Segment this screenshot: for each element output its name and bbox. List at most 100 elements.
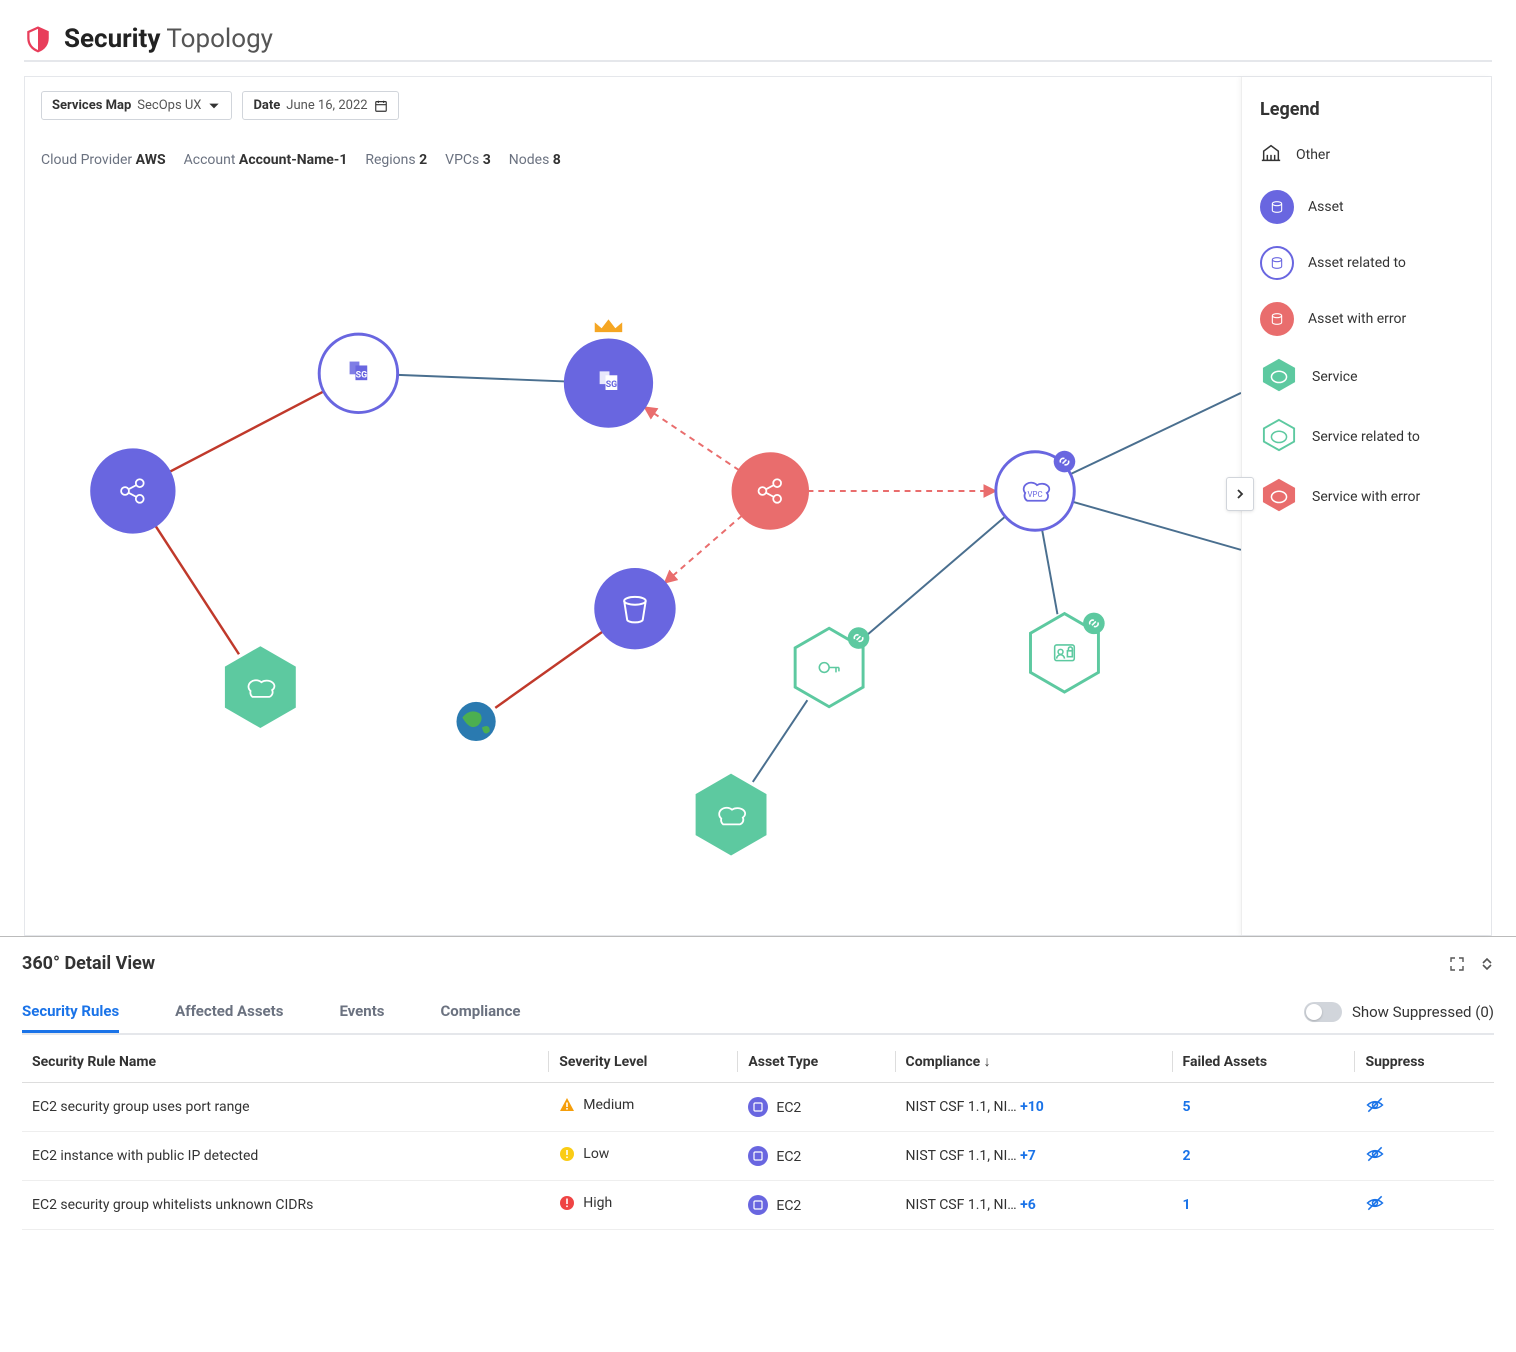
graph-node-hex4[interactable] bbox=[697, 775, 765, 853]
services-map-selector[interactable]: Services Map SecOps UX bbox=[41, 91, 232, 120]
legend-label: Service with error bbox=[1312, 489, 1420, 505]
legend-item: Other bbox=[1260, 142, 1473, 168]
suppress-icon[interactable] bbox=[1365, 1201, 1385, 1217]
legend-item: Asset bbox=[1260, 190, 1473, 224]
graph-node-bucket[interactable] bbox=[596, 569, 674, 647]
severity-low-icon bbox=[559, 1146, 575, 1162]
cell-rule-name: EC2 instance with public IP detected bbox=[22, 1132, 549, 1181]
cell-rule-name: EC2 security group uses port range bbox=[22, 1083, 549, 1132]
table-row[interactable]: EC2 security group uses port range Mediu… bbox=[22, 1083, 1494, 1132]
tab-compliance[interactable]: Compliance bbox=[440, 992, 520, 1033]
graph-node-hex1[interactable] bbox=[226, 648, 294, 726]
graph-edge bbox=[495, 631, 603, 707]
tab-security-rules[interactable]: Security Rules bbox=[22, 992, 119, 1033]
topology-graph[interactable]: SG SG VPC bbox=[25, 187, 1241, 913]
svg-text:SG: SG bbox=[356, 370, 367, 380]
graph-edge bbox=[1042, 530, 1057, 615]
legend-item: Asset related to bbox=[1260, 246, 1473, 280]
cell-severity: Low bbox=[549, 1132, 738, 1181]
tab-affected-assets[interactable]: Affected Assets bbox=[175, 992, 283, 1033]
detail-title: 360° Detail View bbox=[22, 953, 155, 974]
cell-failed-assets[interactable]: 2 bbox=[1173, 1132, 1356, 1181]
legend-item: Service with error bbox=[1260, 478, 1473, 516]
graph-node-sg1[interactable]: SG bbox=[319, 334, 397, 412]
legend-glyph-icon bbox=[1260, 302, 1294, 336]
suppress-icon[interactable] bbox=[1365, 1103, 1385, 1119]
legend-label: Asset with error bbox=[1308, 311, 1406, 327]
graph-node-globe[interactable] bbox=[456, 702, 495, 741]
asset-badge-icon bbox=[748, 1195, 768, 1215]
col-header[interactable]: Asset Type bbox=[738, 1041, 895, 1083]
show-suppressed-toggle[interactable] bbox=[1304, 1002, 1342, 1022]
cell-severity: Medium bbox=[549, 1083, 738, 1132]
col-header[interactable]: Failed Assets bbox=[1173, 1041, 1356, 1083]
graph-edge bbox=[169, 391, 323, 471]
cell-suppress[interactable] bbox=[1355, 1083, 1494, 1132]
legend-glyph-icon bbox=[1260, 358, 1298, 396]
chevron-right-icon bbox=[1234, 488, 1246, 500]
cell-asset-type: EC2 bbox=[738, 1181, 895, 1230]
detail-panel: 360° Detail View Security Rules Affected … bbox=[0, 936, 1516, 1230]
legend-label: Service bbox=[1312, 369, 1358, 385]
col-header[interactable]: Suppress bbox=[1355, 1041, 1494, 1083]
show-suppressed-label: Show Suppressed (0) bbox=[1352, 1003, 1494, 1021]
graph-node-vpc[interactable]: VPC bbox=[996, 451, 1075, 530]
calendar-icon bbox=[374, 99, 388, 113]
graph-edge bbox=[155, 526, 239, 655]
legend-label: Asset bbox=[1308, 199, 1344, 215]
collapse-icon[interactable] bbox=[1480, 957, 1494, 971]
graph-node-sg2[interactable]: SG bbox=[565, 319, 651, 426]
legend-item: Service bbox=[1260, 358, 1473, 396]
col-header[interactable]: Security Rule Name bbox=[22, 1041, 549, 1083]
severity-med-icon bbox=[559, 1097, 575, 1113]
page-title: Security Topology bbox=[64, 24, 273, 54]
graph-edge bbox=[859, 517, 1005, 642]
graph-edge bbox=[665, 515, 743, 582]
legend-collapse-button[interactable] bbox=[1226, 477, 1254, 511]
meta-nodes: Nodes 8 bbox=[509, 152, 561, 168]
meta-account: Account Account-Name-1 bbox=[184, 152, 348, 168]
legend-glyph-icon bbox=[1260, 478, 1298, 516]
graph-node-err[interactable] bbox=[733, 454, 808, 529]
col-header[interactable]: Severity Level bbox=[549, 1041, 738, 1083]
cell-compliance: NIST CSF 1.1, NI… +10 bbox=[896, 1083, 1173, 1132]
table-row[interactable]: EC2 instance with public IP detected Low… bbox=[22, 1132, 1494, 1181]
legend-label: Other bbox=[1296, 147, 1330, 163]
meta-provider: Cloud Provider AWS bbox=[41, 152, 166, 168]
legend-item: Service related to bbox=[1260, 418, 1473, 456]
graph-edge bbox=[644, 407, 739, 470]
rules-table: Security Rule NameSeverity LevelAsset Ty… bbox=[22, 1041, 1494, 1230]
cell-failed-assets[interactable]: 5 bbox=[1173, 1083, 1356, 1132]
date-selector[interactable]: Date June 16, 2022 bbox=[242, 91, 398, 120]
cell-asset-type: EC2 bbox=[738, 1083, 895, 1132]
suppress-icon[interactable] bbox=[1365, 1152, 1385, 1168]
cell-compliance: NIST CSF 1.1, NI… +7 bbox=[896, 1132, 1173, 1181]
graph-node-hex2[interactable] bbox=[795, 627, 869, 706]
legend-item: Asset with error bbox=[1260, 302, 1473, 336]
cell-failed-assets[interactable]: 1 bbox=[1173, 1181, 1356, 1230]
cell-severity: High bbox=[549, 1181, 738, 1230]
cell-suppress[interactable] bbox=[1355, 1132, 1494, 1181]
expand-icon[interactable] bbox=[1450, 957, 1464, 971]
caret-down-icon bbox=[207, 99, 221, 113]
legend-glyph-icon bbox=[1260, 142, 1282, 168]
table-row[interactable]: EC2 security group whitelists unknown CI… bbox=[22, 1181, 1494, 1230]
cell-compliance: NIST CSF 1.1, NI… +6 bbox=[896, 1181, 1173, 1230]
asset-badge-icon bbox=[748, 1146, 768, 1166]
legend-glyph-icon bbox=[1260, 246, 1294, 280]
meta-vpcs: VPCs 3 bbox=[445, 152, 491, 168]
severity-high-icon bbox=[559, 1195, 575, 1211]
brand-logo-icon bbox=[24, 25, 52, 53]
graph-edge bbox=[1070, 393, 1241, 474]
col-header[interactable]: Compliance ↓ bbox=[896, 1041, 1173, 1083]
cell-suppress[interactable] bbox=[1355, 1181, 1494, 1230]
graph-node-share1[interactable] bbox=[92, 450, 174, 532]
asset-badge-icon bbox=[748, 1097, 768, 1117]
topology-card: Services Map SecOps UX Date June 16, 202… bbox=[24, 76, 1492, 936]
svg-text:SG: SG bbox=[606, 380, 617, 390]
legend-glyph-icon bbox=[1260, 418, 1298, 456]
meta-regions: Regions 2 bbox=[365, 152, 427, 168]
graph-node-hex3[interactable] bbox=[1031, 613, 1105, 692]
tab-events[interactable]: Events bbox=[339, 992, 384, 1033]
legend-label: Asset related to bbox=[1308, 255, 1406, 271]
